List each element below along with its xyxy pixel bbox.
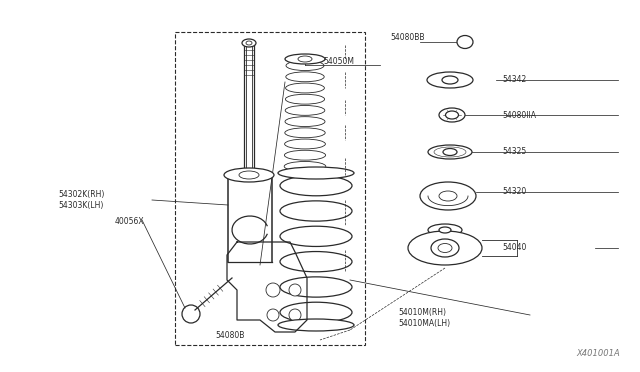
- Ellipse shape: [439, 108, 465, 122]
- Ellipse shape: [445, 111, 458, 119]
- Text: X401001A: X401001A: [576, 349, 620, 358]
- Ellipse shape: [242, 39, 256, 47]
- Ellipse shape: [285, 83, 324, 93]
- Ellipse shape: [284, 150, 326, 160]
- Ellipse shape: [286, 72, 324, 82]
- Text: 54010M(RH)
54010MA(LH): 54010M(RH) 54010MA(LH): [398, 308, 450, 328]
- Ellipse shape: [280, 226, 352, 247]
- Ellipse shape: [439, 227, 451, 233]
- Text: 54302K(RH)
54303K(LH): 54302K(RH) 54303K(LH): [58, 190, 104, 210]
- Ellipse shape: [285, 54, 325, 64]
- Circle shape: [289, 284, 301, 296]
- Ellipse shape: [278, 319, 354, 331]
- Ellipse shape: [284, 161, 326, 171]
- Ellipse shape: [280, 302, 352, 323]
- Ellipse shape: [438, 244, 452, 253]
- Ellipse shape: [224, 168, 274, 182]
- Text: 54080BB: 54080BB: [390, 33, 424, 42]
- Text: 54040: 54040: [502, 244, 526, 253]
- Ellipse shape: [278, 167, 354, 179]
- Ellipse shape: [280, 201, 352, 221]
- Circle shape: [267, 309, 279, 321]
- Ellipse shape: [298, 56, 312, 62]
- Circle shape: [289, 309, 301, 321]
- Text: 54320: 54320: [502, 187, 526, 196]
- Ellipse shape: [439, 191, 457, 201]
- Ellipse shape: [246, 41, 252, 45]
- Ellipse shape: [280, 277, 352, 297]
- Ellipse shape: [285, 128, 325, 138]
- Circle shape: [266, 283, 280, 297]
- Ellipse shape: [285, 139, 325, 149]
- Ellipse shape: [285, 94, 324, 104]
- Ellipse shape: [280, 176, 352, 196]
- Ellipse shape: [428, 145, 472, 159]
- Text: 54080B: 54080B: [215, 330, 244, 340]
- Ellipse shape: [427, 72, 473, 88]
- Circle shape: [182, 305, 200, 323]
- Text: 54080IIA: 54080IIA: [502, 110, 536, 119]
- Ellipse shape: [239, 171, 259, 179]
- Ellipse shape: [428, 224, 462, 236]
- Bar: [175, 32, 365, 345]
- Text: 40056X: 40056X: [115, 218, 145, 227]
- Text: 54325: 54325: [502, 148, 526, 157]
- Ellipse shape: [442, 76, 458, 84]
- Ellipse shape: [443, 148, 457, 155]
- Ellipse shape: [408, 231, 482, 265]
- Text: 54050M: 54050M: [323, 58, 354, 67]
- Ellipse shape: [280, 251, 352, 272]
- Ellipse shape: [285, 106, 325, 115]
- Ellipse shape: [285, 117, 325, 126]
- Text: 54342: 54342: [502, 76, 526, 84]
- Ellipse shape: [457, 35, 473, 48]
- Ellipse shape: [286, 61, 324, 71]
- Ellipse shape: [431, 239, 459, 257]
- Ellipse shape: [420, 182, 476, 210]
